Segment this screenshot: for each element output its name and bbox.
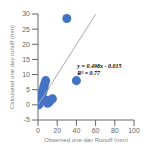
svg-text:10: 10: [22, 71, 30, 78]
svg-text:-5: -5: [24, 116, 30, 123]
svg-text:30: 30: [22, 10, 30, 17]
html-text:y = 0.498x - 0.015: y = 0.498x - 0.015: [77, 62, 122, 69]
html-text:R² = 0.77: R² = 0.77: [77, 69, 101, 76]
svg-text:20: 20: [53, 127, 61, 134]
svg-text:80: 80: [111, 127, 119, 134]
svg-text:25: 25: [22, 26, 30, 33]
svg-text:0: 0: [36, 127, 40, 134]
svg-text:100: 100: [128, 127, 140, 134]
svg-text:20: 20: [22, 41, 30, 48]
svg-text:15: 15: [22, 56, 30, 63]
svg-text:60: 60: [92, 127, 100, 134]
svg-text:Calculated one day runoff (mm): Calculated one day runoff (mm): [9, 25, 15, 109]
svg-text:0: 0: [26, 101, 30, 108]
svg-text:Observed one day Runoff (mm): Observed one day Runoff (mm): [44, 137, 128, 142]
svg-text:40: 40: [73, 127, 81, 134]
svg-text:5: 5: [26, 86, 30, 93]
